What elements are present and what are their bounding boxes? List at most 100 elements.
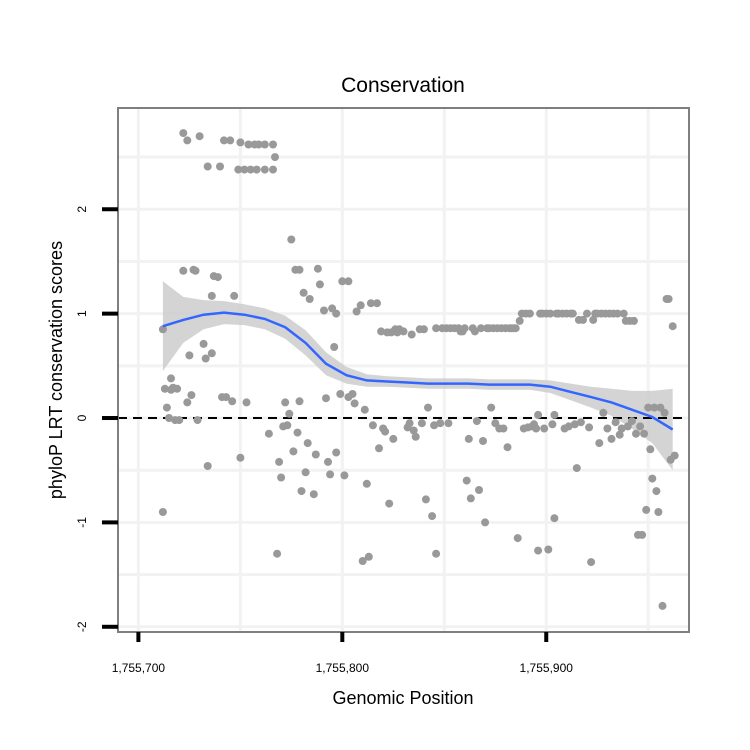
smooth-line [162, 311, 674, 431]
data-point [511, 324, 520, 333]
data-point [615, 430, 624, 439]
data-point [585, 423, 594, 432]
data-point [568, 309, 577, 318]
data-point [409, 426, 418, 435]
data-point [240, 165, 249, 174]
data-point [660, 408, 669, 417]
data-point [191, 266, 200, 275]
data-point [375, 444, 383, 453]
data-point [360, 405, 369, 414]
data-point [275, 457, 284, 466]
data-point [603, 424, 612, 433]
axes: 1,755,700 1,755,800 1,755,900 -2 -1 0 1 2 [75, 206, 573, 675]
data-point [432, 549, 441, 558]
data-point [179, 129, 188, 138]
data-point [356, 301, 365, 310]
data-point [324, 457, 332, 466]
data-point [475, 486, 483, 494]
data-point [305, 295, 314, 303]
chart-title: Conservation [341, 74, 465, 97]
data-point [183, 136, 192, 145]
data-point [432, 324, 441, 333]
data-point [564, 422, 573, 431]
confidence-band-group [162, 281, 673, 471]
data-point [619, 309, 628, 318]
data-point [644, 403, 653, 412]
data-point [411, 432, 420, 441]
data-point [652, 487, 661, 496]
data-point [540, 424, 549, 433]
data-point [642, 505, 651, 514]
data-point [260, 165, 269, 174]
data-point [295, 265, 304, 274]
data-point [670, 451, 679, 460]
data-point [230, 291, 239, 300]
data-point [264, 429, 273, 438]
data-point [179, 266, 188, 275]
data-point [546, 309, 555, 318]
data-point [611, 418, 620, 427]
x-tick-label: 1,755,800 [316, 661, 370, 675]
data-point [389, 434, 398, 443]
data-point [534, 546, 543, 555]
scatter-points [158, 129, 679, 610]
data-point [436, 419, 445, 428]
y-tick-label: 2 [75, 206, 89, 213]
data-point [650, 403, 659, 412]
data-point [589, 315, 598, 324]
data-point [364, 552, 373, 561]
data-point [234, 165, 243, 174]
data-point [550, 410, 559, 419]
data-point [421, 495, 430, 504]
data-point [358, 557, 367, 565]
data-point [301, 468, 310, 477]
data-point [283, 421, 292, 430]
data-point [260, 140, 269, 149]
smooth-line-group [162, 311, 674, 431]
data-point [481, 518, 490, 527]
data-point [377, 327, 386, 336]
data-point [362, 479, 371, 488]
data-point [503, 443, 512, 452]
data-point [226, 136, 235, 145]
data-point [548, 420, 557, 429]
data-point [428, 512, 437, 521]
data-point [613, 309, 622, 318]
data-point [252, 165, 261, 174]
data-point [336, 390, 345, 398]
data-point [399, 327, 408, 336]
data-point [664, 295, 673, 303]
data-point [213, 273, 222, 282]
data-point [293, 428, 302, 437]
grid [118, 108, 689, 632]
data-point [430, 421, 439, 430]
data-point [322, 394, 330, 403]
data-point [320, 306, 328, 315]
data-point [532, 424, 541, 433]
data-point [315, 280, 324, 289]
x-tick-label: 1,755,700 [112, 661, 166, 675]
data-point [658, 601, 667, 610]
confidence-band [162, 281, 673, 471]
data-point [309, 490, 318, 499]
data-point [366, 299, 375, 308]
data-point [303, 439, 312, 448]
data-point [572, 464, 581, 473]
data-point [632, 429, 640, 438]
data-point [479, 437, 487, 445]
data-point [405, 419, 414, 428]
data-point [499, 424, 508, 433]
data-point [638, 530, 647, 539]
data-point [216, 162, 224, 171]
data-point [203, 162, 212, 171]
data-point [352, 307, 361, 316]
data-point [407, 330, 416, 339]
data-point [277, 473, 286, 482]
y-tick-label: 0 [75, 414, 89, 421]
data-point [617, 424, 626, 433]
data-point [207, 291, 216, 300]
data-point [487, 403, 496, 412]
y-tick-label: -2 [75, 621, 89, 632]
data-point [220, 136, 228, 145]
